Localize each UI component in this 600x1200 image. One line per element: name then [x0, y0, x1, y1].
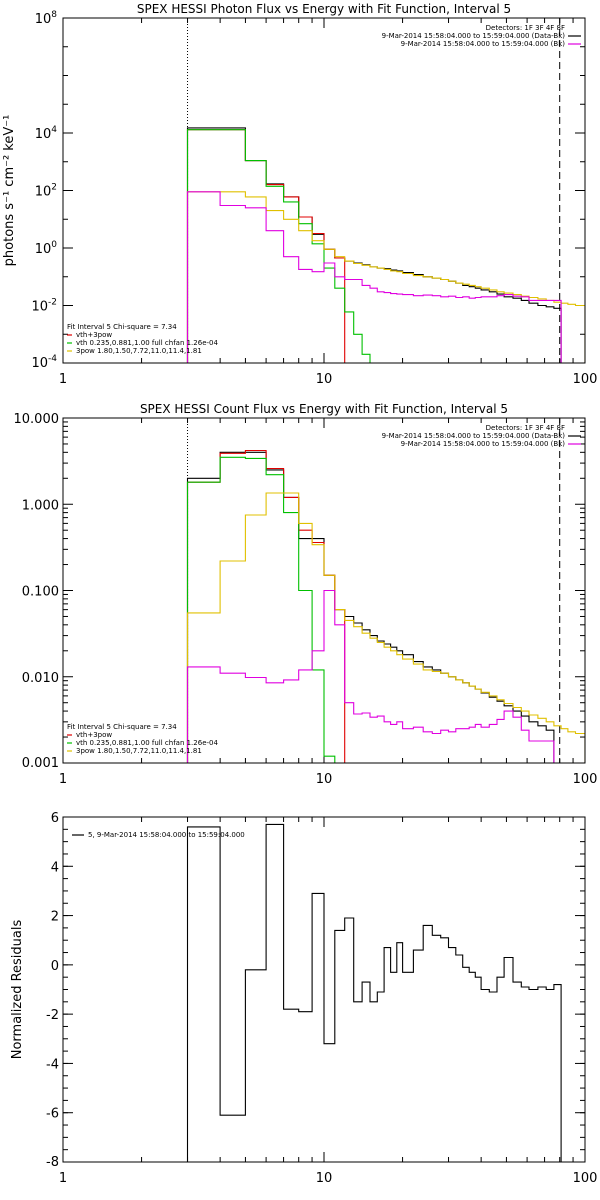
- y-tick-label: 102: [35, 183, 57, 200]
- legend-top-text: 5, 9-Mar-2014 15:58:04.000 to 15:59:04.0…: [88, 831, 245, 839]
- y-tick-exponent: 0: [51, 240, 57, 250]
- y-tick-label: 10-2: [31, 298, 57, 315]
- plot-frame: [62, 816, 586, 1163]
- y-tick-label: 0.001: [22, 756, 59, 771]
- y-tick-label: 6: [51, 811, 59, 826]
- x-tick-label: 100: [573, 372, 598, 387]
- y-tick-base: 10: [31, 356, 48, 371]
- series-line-5: [186, 191, 562, 363]
- series-line-5: [186, 589, 555, 763]
- legend-top-text: Detectors: 1F 3F 4F 8F: [486, 24, 565, 32]
- y-tick-label: 0.100: [22, 585, 59, 600]
- legend-bottom-text: vth+3pow: [76, 731, 112, 739]
- y-tick-label: -2: [46, 1008, 59, 1023]
- y-tick-base: 10: [35, 242, 52, 257]
- legend-top-text: 9-Mar-2014 15:58:04.000 to 15:59:04.000 …: [401, 40, 566, 48]
- y-tick-label: 0.010: [22, 671, 59, 686]
- legend-bottom-text: Fit Interval 5 Chi-square = 7.34: [67, 723, 177, 731]
- legend-top-text: 9-Mar-2014 15:58:04.000 to 15:59:04.000 …: [401, 440, 566, 448]
- legend-top-text: 9-Mar-2014 15:58:04.000 to 15:59:04.000 …: [382, 32, 566, 40]
- y-tick-base: 10: [35, 12, 52, 27]
- y-tick-label: 2: [51, 910, 59, 925]
- y-tick-label: 108: [35, 10, 58, 27]
- chart-title: SPEX HESSI Count Flux vs Energy with Fit…: [140, 402, 508, 416]
- legend-top-text: 9-Mar-2014 15:58:04.000 to 15:59:04.000 …: [382, 432, 566, 440]
- series-line-1: [186, 127, 562, 363]
- y-tick-label: -8: [46, 1155, 59, 1170]
- chart-title: SPEX HESSI Photon Flux vs Energy with Fi…: [137, 2, 511, 16]
- y-tick-label: 0: [51, 959, 59, 974]
- chart-panel-2: SPEX HESSI Count Flux vs Energy with Fit…: [14, 402, 598, 787]
- y-tick-label: -6: [46, 1107, 59, 1122]
- y-axis-label: photons s⁻¹ cm⁻² keV⁻¹: [2, 115, 17, 267]
- series-line-4: [186, 191, 585, 363]
- y-tick-label: 4: [51, 860, 59, 875]
- legend-top-text: Detectors: 1F 3F 4F 8F: [486, 424, 565, 432]
- x-tick-label: 1: [59, 772, 67, 787]
- y-tick-base: 10: [31, 300, 48, 315]
- y-tick-label: 1.000: [22, 498, 59, 513]
- x-tick-label: 100: [573, 772, 598, 787]
- y-tick-exponent: -4: [48, 354, 57, 364]
- chart-panel-1: SPEX HESSI Photon Flux vs Energy with Fi…: [2, 2, 597, 387]
- x-tick-label: 1: [59, 372, 67, 387]
- legend-bottom-text: 3pow 1.80,1.50,7.72,11.0,11.4,1.81: [76, 747, 202, 755]
- series-line-3: [186, 129, 378, 363]
- series-line-1: [186, 823, 562, 1162]
- y-tick-exponent: 4: [51, 125, 57, 135]
- x-tick-label: 10: [316, 1171, 333, 1186]
- y-tick-label: 100: [35, 240, 58, 257]
- y-tick-exponent: -2: [48, 298, 57, 308]
- y-tick-base: 10: [35, 185, 52, 200]
- y-tick-label: 104: [35, 125, 58, 142]
- series-line-4: [186, 492, 585, 763]
- x-tick-label: 1: [59, 1171, 67, 1186]
- y-tick-base: 10: [35, 127, 52, 142]
- y-tick-exponent: 8: [51, 10, 57, 20]
- legend-bottom-text: 3pow 1.80,1.50,7.72,11.0,11.4,1.81: [76, 347, 202, 355]
- x-tick-label: 100: [573, 1171, 598, 1186]
- legend-bottom-text: Fit Interval 5 Chi-square = 7.34: [67, 323, 177, 331]
- series-group: [186, 127, 585, 363]
- legend-bottom-text: vth+3pow: [76, 331, 112, 339]
- plot-frame: [62, 417, 586, 764]
- y-tick-label: 10.000: [14, 412, 60, 427]
- y-tick-label: 10-4: [31, 354, 57, 371]
- series-line-1: [186, 451, 555, 763]
- y-tick-label: -4: [46, 1057, 59, 1072]
- series-group: [186, 823, 562, 1162]
- x-tick-label: 10: [316, 372, 333, 387]
- legend-bottom-text: vth 0.235,0.881,1.00 full chfan 1.26e-04: [76, 739, 218, 747]
- chart-panel-3: Normalized Residuals 1 10 100 -8 -6 -4 -2 0 2 4 6 5,…: [10, 811, 597, 1186]
- y-tick-exponent: 2: [51, 183, 57, 193]
- legend-bottom-text: vth 0.235,0.881,1.00 full chfan 1.26e-04: [76, 339, 218, 347]
- y-axis-label: Normalized Residuals: [10, 920, 25, 1060]
- plot-frame: [62, 17, 586, 364]
- series-group: [186, 449, 585, 763]
- series-line-3: [186, 456, 336, 763]
- x-tick-label: 10: [316, 772, 333, 787]
